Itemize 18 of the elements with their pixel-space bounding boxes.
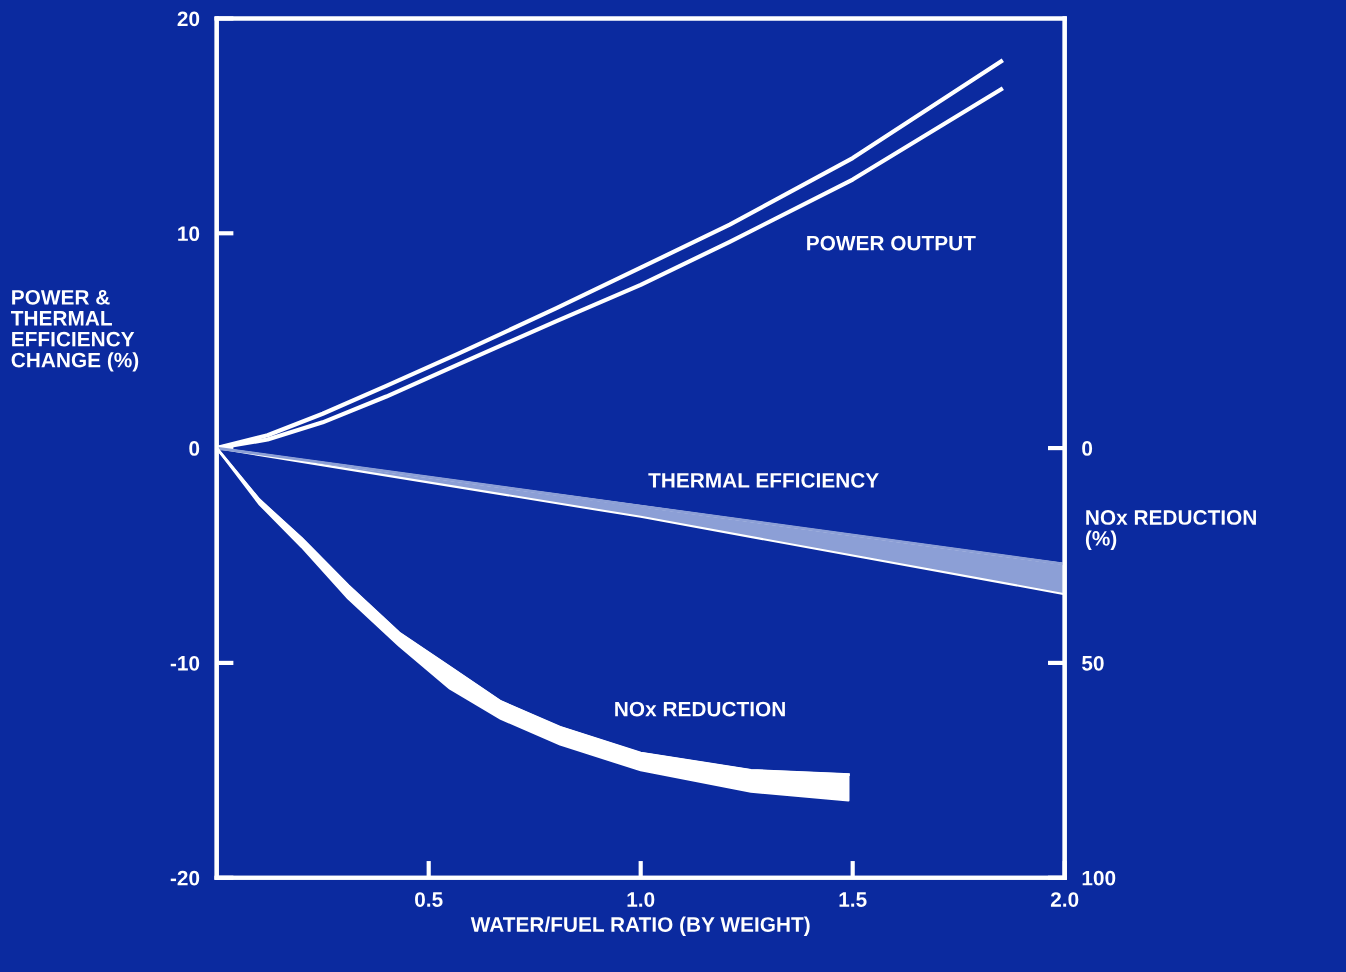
y-tick-label: -20 [170, 870, 200, 886]
x-tick-label: 1.5 [839, 892, 867, 907]
text: POWER OUTPUT [807, 235, 976, 251]
y-tick-label: 0 [189, 441, 200, 456]
x-tick-label: 0.5 [415, 892, 443, 907]
y2-axis-title: NOx REDUCTION (%) [1085, 510, 1256, 550]
y-tick-label: -10 [170, 655, 200, 671]
x-tick-label: 1.0 [627, 892, 655, 907]
y2-tick-label: 0 [1082, 441, 1093, 456]
y2-tick-label: 50 [1081, 655, 1104, 671]
y2-tick-label: 100 [1082, 870, 1116, 886]
y-tick-label: 20 [177, 11, 200, 27]
series-label: THERMAL EFFICIENCY [648, 472, 879, 488]
y-axis-title: POWER & THERMAL EFFICIENCY CHANGE (%) [11, 289, 139, 372]
x-tick-label: 2.0 [1050, 892, 1079, 907]
x-axis-title: WATER/FUEL RATIO (BY WEIGHT) [470, 916, 810, 936]
y-tick-label: 10 [178, 226, 200, 242]
series-label: NOx REDUCTION [615, 701, 785, 717]
